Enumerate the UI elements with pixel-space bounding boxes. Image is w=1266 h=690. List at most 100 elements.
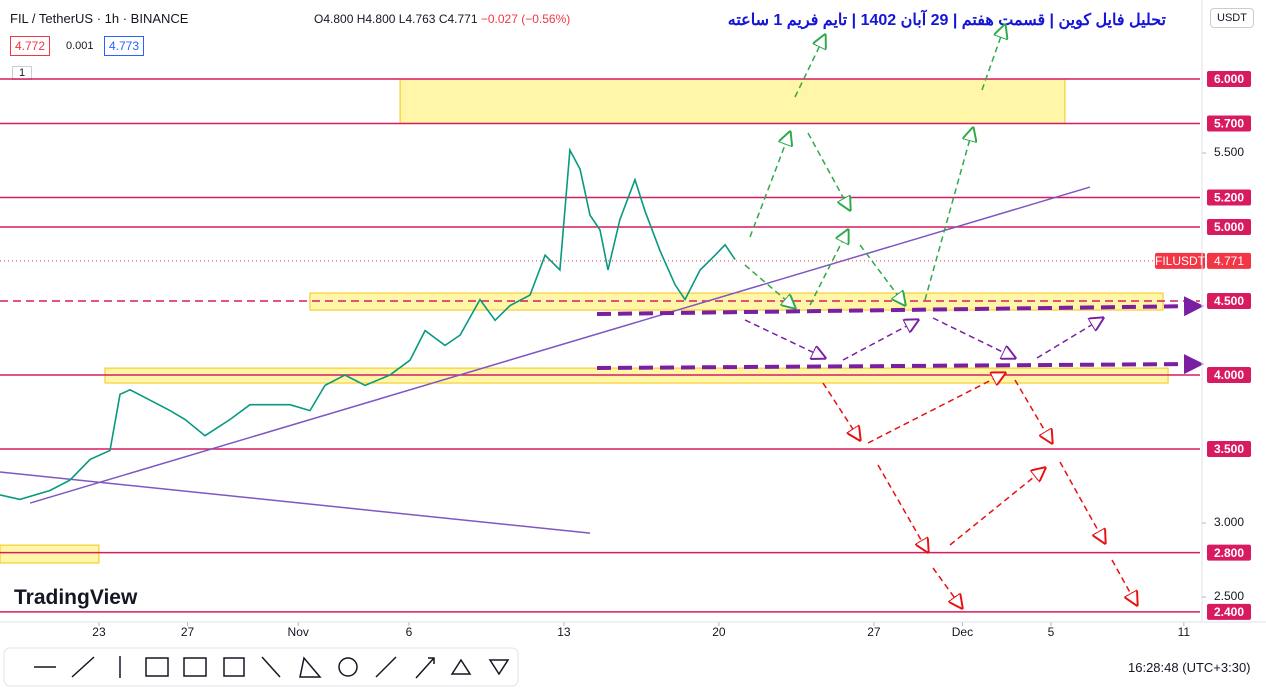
arrow (744, 319, 825, 358)
x-tick-label: 27 (181, 625, 195, 639)
arrow (949, 468, 1045, 546)
level-label-box (1207, 71, 1251, 88)
trendline (29, 186, 1091, 504)
arrow (1036, 318, 1103, 359)
arrow (822, 382, 860, 440)
toolbar (3, 647, 519, 687)
arrow (749, 132, 790, 238)
green-arrows (744, 25, 1005, 308)
x-tick-label: 23 (92, 625, 106, 639)
level-label: 4.000 (1214, 368, 1244, 382)
change: −0.027 (−0.56%) (480, 12, 571, 26)
close: C4.771 (438, 12, 478, 26)
level-label-box (1207, 115, 1251, 132)
level-label-box (1207, 544, 1251, 561)
ask[interactable]: 4.773 (104, 36, 145, 56)
plot: 6.000 5.700 5.200 5.000 4.000 3.500 2.800 2.400… (0, 71, 1251, 639)
x-tick-label: 27 (867, 625, 881, 639)
currency[interactable]: USDT (1210, 8, 1254, 28)
tool-arrowup[interactable] (415, 657, 435, 679)
zone (399, 78, 1066, 124)
arrow (932, 567, 962, 608)
x-tick-label: 11 (1178, 625, 1191, 639)
brand-text: TradingView (14, 586, 138, 609)
x-tick-label: 5 (1048, 625, 1055, 639)
symbol[interactable]: FIL / TetherUS · 1h · BINANCE (10, 11, 189, 26)
level-label: 5.700 (1214, 117, 1244, 131)
level-label: 2.400 (1214, 605, 1244, 619)
spread: 0.001 (66, 40, 94, 52)
tool-circle[interactable] (338, 657, 358, 677)
level-label-box (1207, 603, 1251, 620)
arrow (744, 264, 795, 308)
title: تحلیل فایل کوین | قسمت هفتم | 29 آبان 14… (727, 12, 1166, 29)
arrow (794, 35, 825, 98)
indicator-count[interactable]: 1 (12, 66, 33, 80)
purple-arrows (596, 296, 1204, 375)
level-label-box (1207, 293, 1251, 310)
arrow (932, 317, 1015, 358)
arrow (809, 230, 848, 306)
zone (0, 544, 100, 564)
time: 16:28:48 (1128, 660, 1179, 675)
x-tick-label: 20 (712, 625, 726, 639)
series-label: FILUSDT (1155, 254, 1206, 268)
zone (104, 367, 1169, 384)
x-tick-label: Nov (288, 625, 309, 639)
y-tick-label: 5.500 (1214, 145, 1244, 159)
arrow (859, 244, 905, 305)
level-label-box (1207, 367, 1251, 384)
tool-up[interactable] (450, 658, 472, 675)
tool-rect[interactable] (223, 657, 245, 677)
arrow (807, 132, 850, 210)
arrow (867, 373, 1005, 444)
x-tick-label: 6 (406, 625, 413, 639)
trendline (0, 471, 591, 534)
tool-trend[interactable] (71, 656, 95, 678)
clock: 16:28:48 (UTC+3:30) (1128, 660, 1251, 675)
ohlc: O4.800 H4.800 L4.763 C4.771 −0.027 (−0.5… (314, 12, 570, 26)
zone (309, 292, 1164, 311)
price-line (0, 147, 736, 501)
tool-down[interactable] (488, 659, 510, 676)
low: L4.763 (398, 12, 436, 26)
big-arrow (596, 354, 1204, 375)
level-label: 4.500 (1214, 294, 1244, 308)
y-tick-label: 2.500 (1214, 589, 1244, 603)
level-label: 2.800 (1214, 546, 1244, 560)
series-label-box (1155, 252, 1205, 269)
open: O4.800 (314, 12, 354, 26)
arrow (1059, 461, 1105, 543)
arrow (842, 320, 918, 361)
toolbar-box (3, 647, 519, 687)
arrow (877, 464, 928, 552)
x-tick-label: Dec (952, 625, 973, 639)
level-label: 5.200 (1214, 191, 1244, 205)
last-price-label: 4.771 (1214, 254, 1244, 268)
high: H4.800 (356, 12, 396, 26)
tool-gann[interactable] (261, 656, 281, 678)
arrow (981, 25, 1005, 91)
x-tick-label: 13 (557, 625, 571, 639)
level-label-box (1207, 219, 1251, 236)
level-label-box (1207, 441, 1251, 458)
projections (596, 25, 1204, 608)
level-label: 6.000 (1214, 72, 1244, 86)
level-label-box (1207, 189, 1251, 206)
level-label: 5.000 (1214, 220, 1244, 234)
timezone: (UTC+3:30) (1182, 660, 1251, 675)
big-arrow (596, 296, 1204, 317)
level-label: 3.500 (1214, 442, 1244, 456)
y-tick-label: 3.000 (1214, 515, 1244, 529)
bid[interactable]: 4.772 (10, 36, 51, 56)
arrow (924, 128, 973, 301)
tool-pattern[interactable] (299, 656, 322, 678)
arrow (1014, 379, 1052, 443)
arrow (1111, 559, 1137, 605)
tool-arrow[interactable] (375, 656, 397, 678)
tool-fib[interactable] (183, 657, 207, 677)
red-arrows (822, 373, 1137, 608)
tool-channel[interactable] (145, 657, 169, 677)
